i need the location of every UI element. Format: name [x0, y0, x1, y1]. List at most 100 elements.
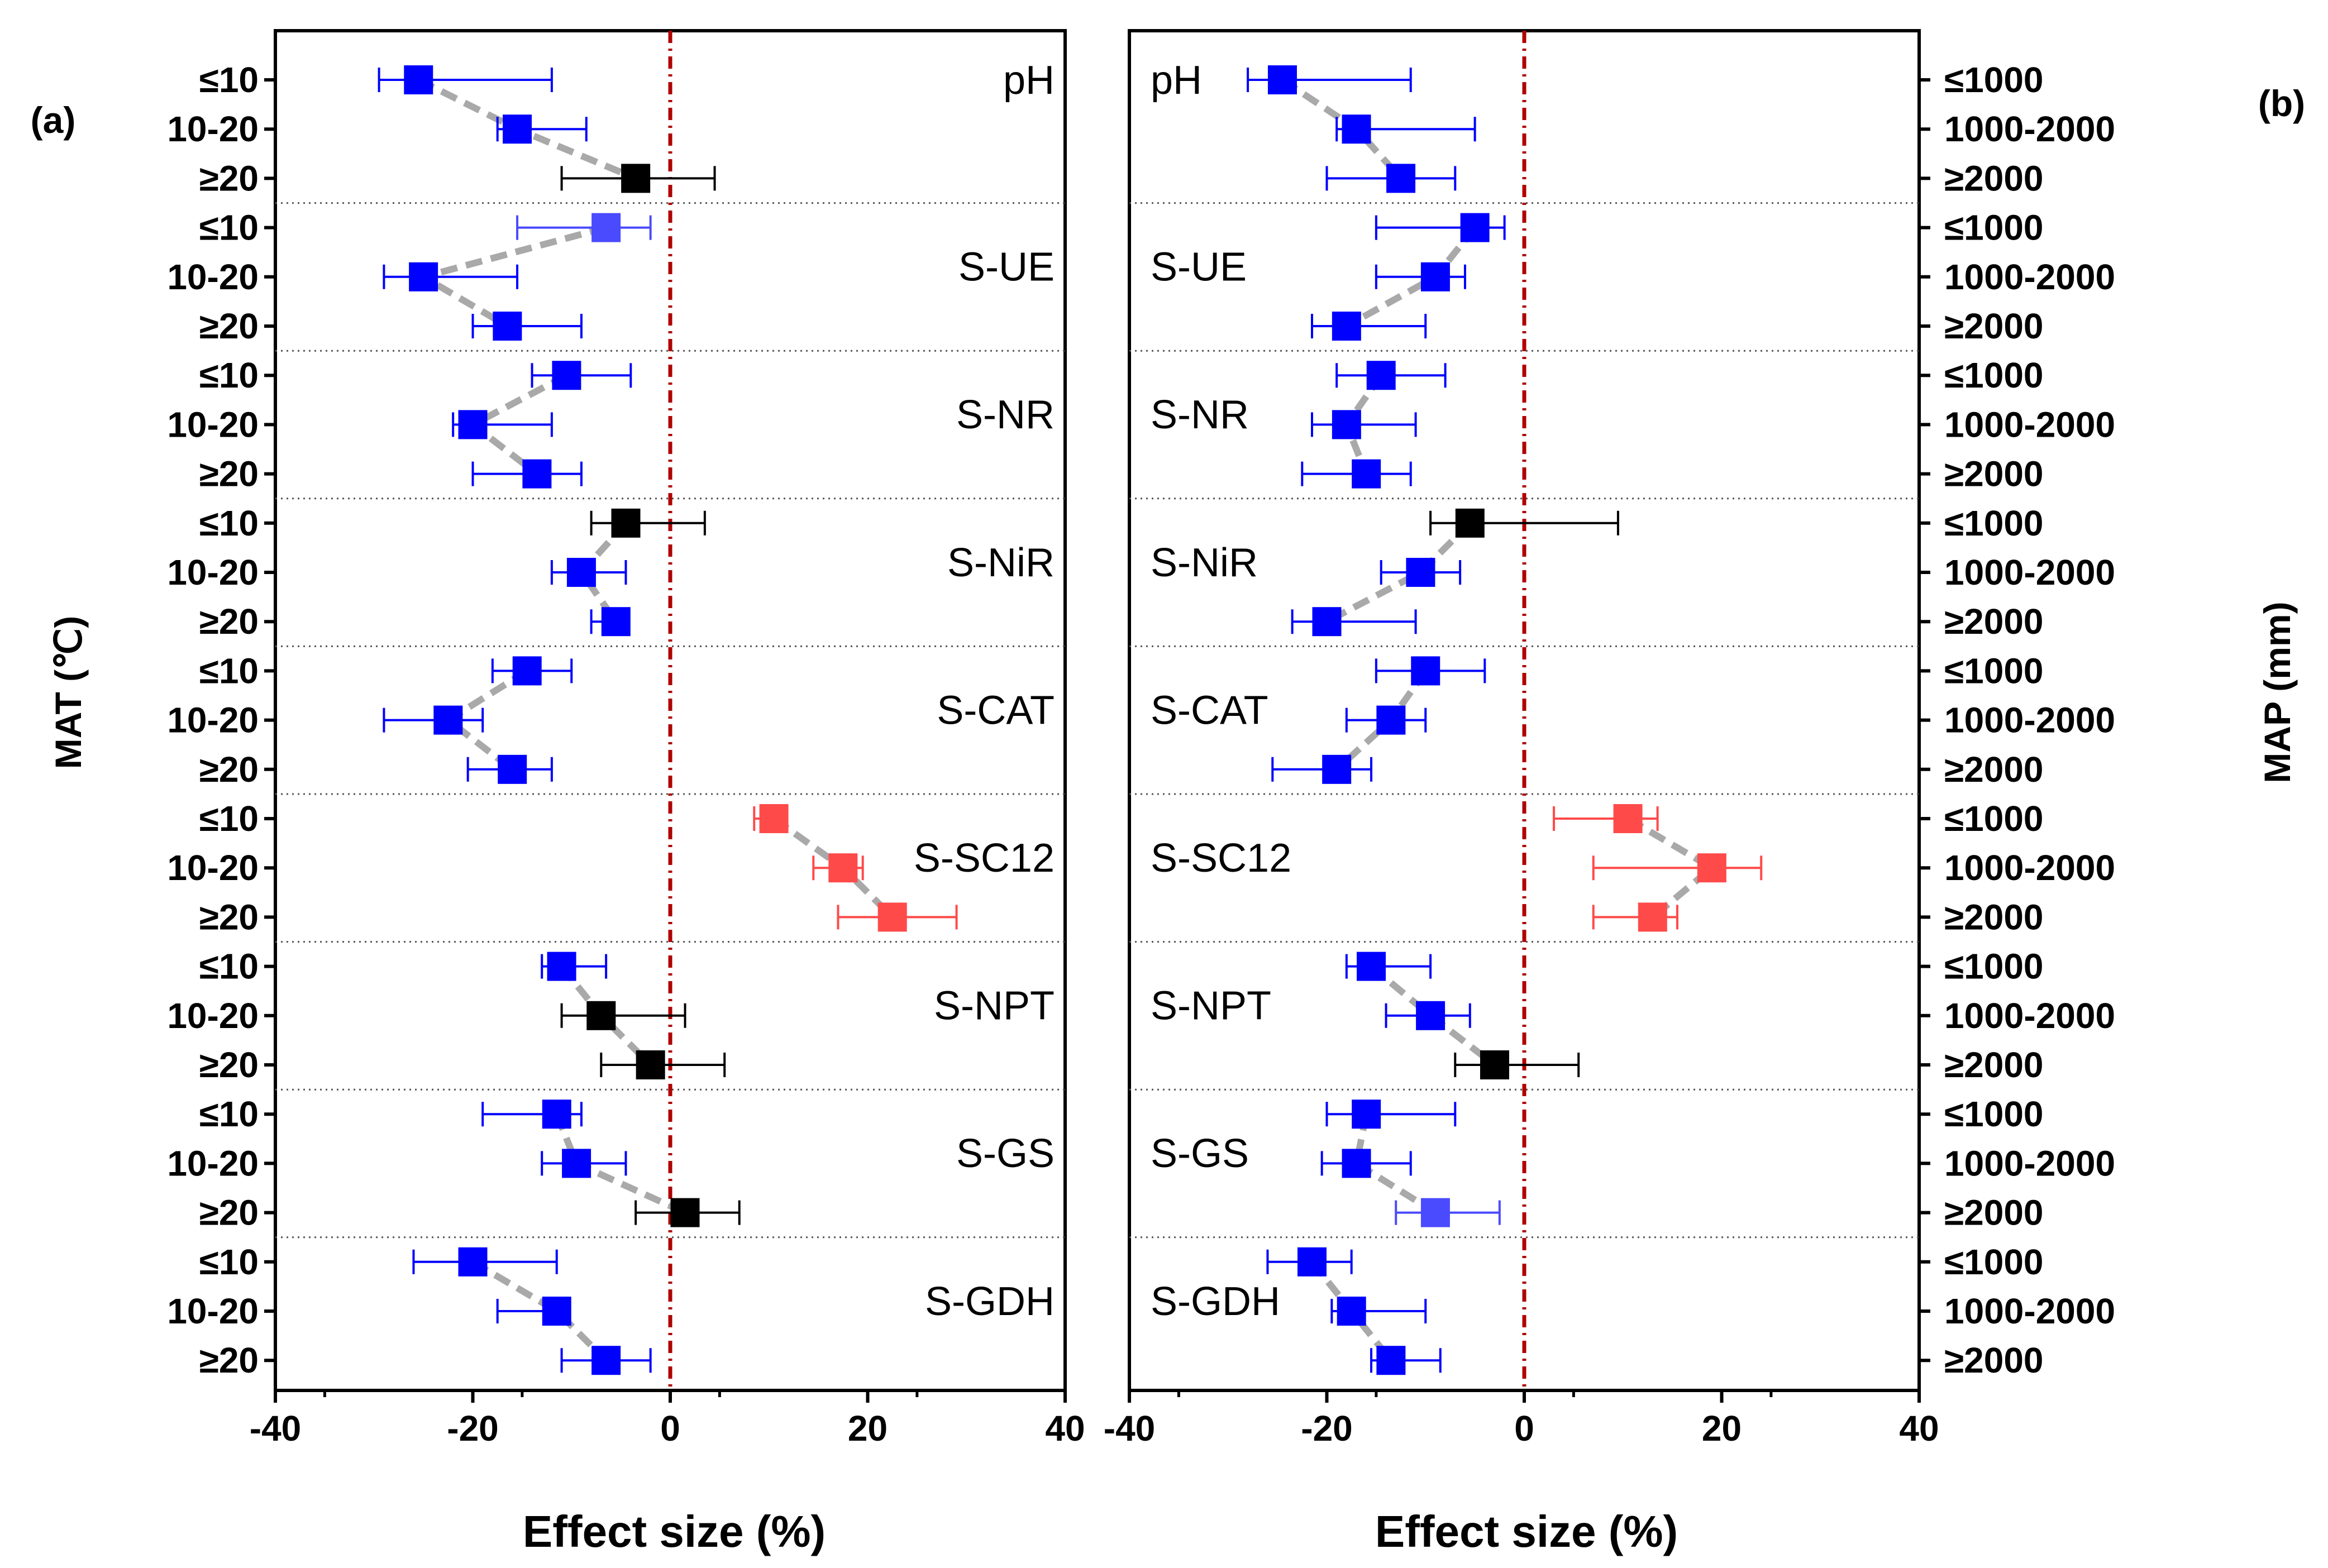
- group-label: S-GS: [956, 1131, 1055, 1176]
- effect-size-marker: [1332, 312, 1361, 341]
- effect-size-marker: [1416, 1001, 1445, 1030]
- effect-size-marker: [1367, 361, 1396, 390]
- y-tick-label: ≤10: [199, 1094, 259, 1134]
- y-tick-label: ≥2000: [1944, 1340, 2044, 1380]
- effect-size-marker: [591, 1346, 621, 1375]
- effect-size-marker: [1268, 65, 1297, 94]
- effect-size-marker: [1697, 853, 1726, 882]
- group-label: S-UE: [958, 245, 1055, 290]
- y-tick-label: ≤10: [199, 799, 259, 839]
- effect-size-marker: [459, 410, 488, 439]
- y-tick-label: ≤10: [199, 60, 259, 100]
- y-tick-label: 1000-2000: [1944, 1291, 2115, 1331]
- effect-size-marker: [562, 1149, 591, 1178]
- x-tick-label: -20: [447, 1408, 499, 1449]
- effect-size-marker: [1313, 607, 1342, 636]
- group-label: S-GDH: [1151, 1279, 1280, 1324]
- y-tick-label: 10-20: [167, 1291, 259, 1331]
- y-tick-label: ≤10: [199, 946, 259, 987]
- effect-size-marker: [1342, 114, 1371, 144]
- y-tick-label: ≤1000: [1944, 799, 2044, 839]
- y-tick-label: 10-20: [167, 700, 259, 740]
- y-tick-label: 10-20: [167, 257, 259, 297]
- y-tick-label: 10-20: [167, 552, 259, 592]
- panel-a-label: (a): [31, 99, 76, 141]
- y-tick-label: 1000-2000: [1944, 996, 2115, 1036]
- effect-size-marker: [522, 460, 551, 489]
- y-tick-label: 1000-2000: [1944, 848, 2115, 888]
- panel-b-x-axis-title: Effect size (%): [1375, 1507, 1678, 1556]
- effect-size-marker: [1297, 1247, 1327, 1277]
- x-tick-label: 0: [1514, 1408, 1534, 1449]
- panel-a-x-axis-title: Effect size (%): [523, 1507, 826, 1556]
- group-label: pH: [1151, 58, 1202, 103]
- y-tick-label: ≤1000: [1944, 651, 2044, 691]
- panel-a-y-axis-title: MAT (℃): [47, 616, 89, 769]
- effect-size-marker: [409, 262, 438, 291]
- effect-size-marker: [1421, 1198, 1450, 1227]
- effect-size-marker: [1386, 164, 1415, 193]
- y-tick-label: 10-20: [167, 404, 259, 444]
- effect-size-marker: [1638, 902, 1667, 931]
- effect-size-marker: [552, 361, 581, 390]
- y-tick-label: ≤10: [199, 355, 259, 395]
- effect-size-marker: [878, 902, 907, 931]
- x-tick-label: 0: [660, 1408, 680, 1449]
- group-label: S-GS: [1151, 1131, 1249, 1176]
- group-label: S-NPT: [934, 984, 1055, 1029]
- y-tick-label: ≥2000: [1944, 1045, 2044, 1085]
- y-tick-label: ≤1000: [1944, 208, 2044, 248]
- y-tick-label: 10-20: [167, 1143, 259, 1183]
- x-tick-label: 40: [1899, 1408, 1939, 1449]
- y-tick-label: 1000-2000: [1944, 257, 2115, 297]
- effect-size-marker: [1337, 1297, 1366, 1326]
- x-tick-label: -40: [1104, 1408, 1156, 1449]
- group-label: S-CAT: [1151, 688, 1268, 733]
- y-tick-label: ≥2000: [1944, 897, 2044, 937]
- group-label: S-GDH: [925, 1279, 1055, 1324]
- y-tick-label: ≤1000: [1944, 355, 2044, 395]
- group-label: S-NiR: [947, 541, 1055, 585]
- y-tick-label: ≤10: [199, 503, 259, 543]
- effect-size-marker: [1376, 1346, 1405, 1375]
- y-tick-label: ≥20: [199, 1193, 259, 1233]
- y-tick-label: ≤1000: [1944, 60, 2044, 100]
- y-tick-label: ≥2000: [1944, 601, 2044, 642]
- effect-size-marker: [636, 1050, 665, 1079]
- effect-size-marker: [433, 706, 462, 735]
- y-tick-label: ≥2000: [1944, 749, 2044, 790]
- effect-size-marker: [503, 114, 532, 144]
- effect-size-marker: [586, 1001, 616, 1030]
- y-tick-label: ≤10: [199, 1242, 259, 1282]
- panel-a: -40 -20 0 20 40 ≤10 10-20 ≥20 ≤10 10-20 ≥20 ≤10 10-2…: [167, 31, 1114, 1449]
- effect-size-marker: [621, 164, 650, 193]
- forest-plot-figure: -40 -20 0 20 40 ≤10 10-20 ≥20 ≤10 10-20 ≥20 ≤10 10-2…: [0, 0, 2328, 1568]
- effect-size-marker: [671, 1198, 700, 1227]
- effect-size-marker: [1322, 755, 1351, 784]
- effect-size-marker: [1456, 509, 1485, 538]
- effect-size-marker: [760, 804, 789, 833]
- y-tick-label: ≥20: [199, 1340, 259, 1380]
- effect-size-marker: [1332, 410, 1361, 439]
- x-tick-label: 40: [1045, 1408, 1085, 1449]
- y-tick-label: ≥20: [199, 306, 259, 346]
- effect-size-marker: [1421, 262, 1450, 291]
- y-tick-label: ≥2000: [1944, 454, 2044, 494]
- effect-size-marker: [1411, 656, 1440, 685]
- y-tick-label: ≥20: [199, 158, 259, 198]
- effect-size-marker: [1376, 706, 1405, 735]
- effect-size-marker: [567, 558, 596, 587]
- effect-size-marker: [1614, 804, 1643, 833]
- y-tick-label: ≤1000: [1944, 1094, 2044, 1134]
- group-label: S-NR: [1151, 393, 1249, 437]
- x-tick-label: 20: [848, 1408, 888, 1449]
- group-label: S-NiR: [1151, 541, 1258, 585]
- y-tick-label: ≥20: [199, 897, 259, 937]
- effect-size-marker: [1352, 1099, 1381, 1129]
- y-tick-label: ≥20: [199, 454, 259, 494]
- group-label: S-SC12: [914, 836, 1055, 881]
- y-tick-label: 1000-2000: [1944, 700, 2115, 740]
- y-tick-label: ≥2000: [1944, 1193, 2044, 1233]
- effect-size-marker: [513, 656, 542, 685]
- y-tick-label: ≤10: [199, 208, 259, 248]
